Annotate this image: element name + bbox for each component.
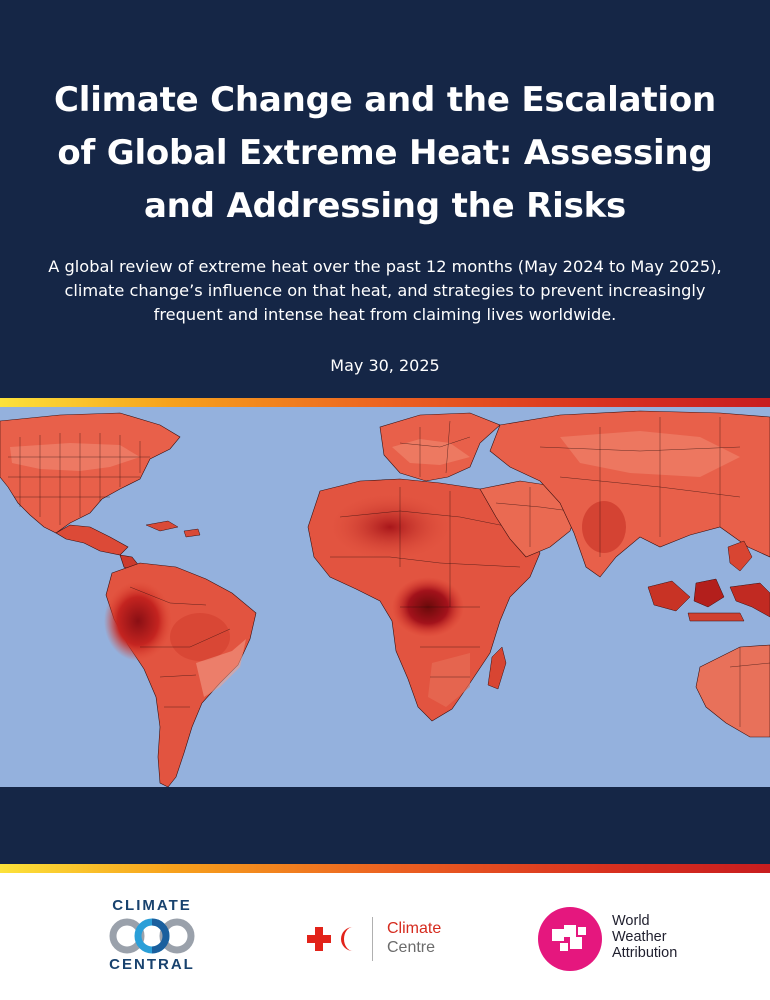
middle-east-region (479, 480, 581, 558)
report-subtitle: A global review of extreme heat over the… (48, 257, 722, 324)
asia-region (489, 410, 770, 578)
africa-region (307, 478, 541, 722)
world-weather-attribution-logo: World Weather Attribution (538, 907, 698, 973)
climate-central-word-bottom: CENTRAL (109, 956, 195, 973)
south-america-region (104, 562, 257, 787)
climate-centre-word-climate: Climate (387, 920, 442, 937)
wwa-word-attribution: Attribution (612, 945, 678, 961)
climate-central-logo: CLIMATE CENTRAL (104, 897, 200, 983)
southeast-asia-region (647, 540, 770, 622)
wwa-word-weather: Weather (612, 929, 667, 945)
gradient-stripe-bottom (0, 864, 770, 873)
header-banner: Climate Change and the Escalation of Glo… (0, 0, 770, 398)
europe-region (379, 412, 501, 482)
logo-divider (372, 917, 373, 961)
wwa-word-world: World (612, 913, 650, 929)
report-date: May 30, 2025 (330, 356, 440, 375)
interlocking-rings-icon (109, 918, 195, 954)
australia-region (695, 644, 770, 738)
wwa-pixel-icon (538, 907, 602, 971)
north-america-region (0, 412, 201, 574)
map-bottom-band (0, 787, 770, 864)
climate-central-word-top: CLIMATE (112, 897, 192, 914)
partner-logos-footer: CLIMATE CENTRAL Climate Centre (0, 873, 770, 1000)
world-heat-map (0, 407, 770, 787)
climate-centre-word-centre: Centre (387, 939, 436, 956)
red-cross-crescent-icon (307, 927, 353, 951)
report-title: Climate Change and the Escalation of Glo… (53, 80, 717, 226)
red-cross-climate-centre-logo: Climate Centre (305, 917, 465, 963)
heat-map-graphic (0, 410, 770, 787)
gradient-stripe-top (0, 398, 770, 407)
